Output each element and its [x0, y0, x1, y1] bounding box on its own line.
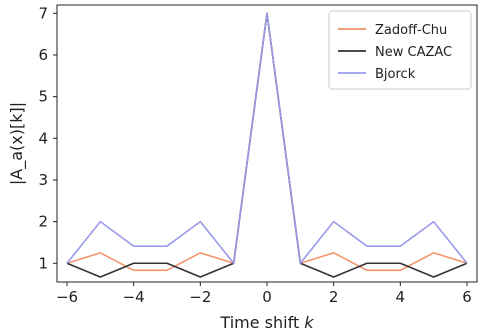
x-tick-label: −4: [123, 288, 145, 306]
y-tick-label: 7: [38, 4, 48, 22]
x-tick-label: 4: [396, 288, 406, 306]
x-axis-label: Time shift k: [219, 313, 314, 331]
x-tick-label: 0: [262, 288, 272, 306]
x-axis: −6 −4 −2 0 2 4 6: [56, 282, 472, 306]
y-axis: 1 2 3 4 5 6 7: [38, 4, 57, 272]
series-layer: [66, 12, 468, 278]
y-tick-label: 2: [38, 213, 48, 231]
legend-frame: [328, 10, 472, 90]
legend-label: Bjorck: [375, 67, 416, 82]
series-line-bjorck: [66, 12, 468, 265]
x-axis-label-text: Time shift: [219, 313, 304, 331]
y-tick-label: 1: [38, 254, 48, 272]
y-tick-label: 4: [38, 129, 48, 147]
x-tick-label: −2: [189, 288, 211, 306]
x-axis-label-var: k: [304, 313, 314, 331]
x-tick-label: 6: [462, 288, 472, 306]
y-axis-label: |A_a(x)[k]|: [7, 102, 27, 185]
x-tick-label: −6: [56, 288, 78, 306]
y-tick-label: 3: [38, 171, 48, 189]
legend-label: Zadoff-Chu: [375, 23, 447, 38]
legend-label: New CAZAC: [375, 45, 452, 60]
legend: Zadoff-Chu New CAZAC Bjorck: [328, 10, 472, 90]
y-tick-label: 6: [38, 46, 48, 64]
y-tick-label: 5: [38, 88, 48, 106]
x-tick-label: 2: [329, 288, 339, 306]
